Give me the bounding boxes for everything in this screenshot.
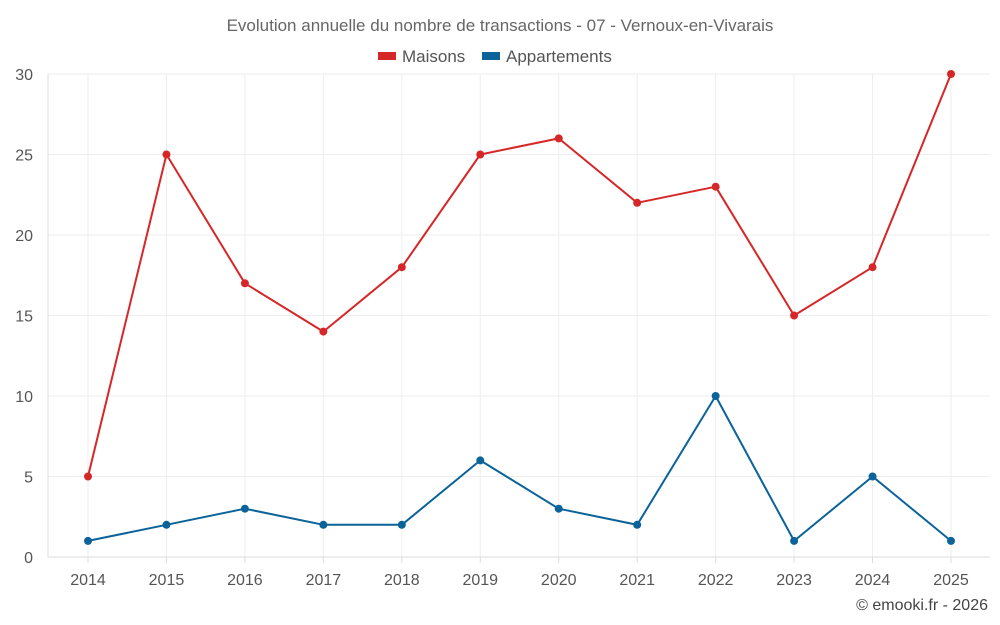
series-maisons bbox=[84, 70, 955, 481]
point-appartements-2015 bbox=[162, 520, 171, 529]
point-maisons-2020 bbox=[554, 134, 563, 143]
y-tick-label-5: 5 bbox=[24, 470, 33, 487]
x-tick-label-2020: 2020 bbox=[541, 572, 577, 589]
series-layer bbox=[84, 70, 955, 545]
point-maisons-2015 bbox=[162, 150, 171, 159]
legend-swatch-appartements bbox=[482, 52, 500, 60]
x-tick-label-2015: 2015 bbox=[149, 572, 185, 589]
point-maisons-2016 bbox=[240, 279, 249, 288]
x-tick-label-2022: 2022 bbox=[698, 572, 734, 589]
x-tick-label-2019: 2019 bbox=[462, 572, 498, 589]
point-maisons-2019 bbox=[476, 150, 485, 159]
x-tick-label-2023: 2023 bbox=[776, 572, 812, 589]
legend-item-maisons: Maisons bbox=[378, 47, 465, 66]
y-tick-label-20: 20 bbox=[15, 228, 33, 245]
x-tick-label-2017: 2017 bbox=[306, 572, 342, 589]
x-tick-label-2018: 2018 bbox=[384, 572, 420, 589]
point-appartements-2020 bbox=[554, 504, 563, 513]
point-appartements-2023 bbox=[790, 536, 799, 545]
point-maisons-2022 bbox=[711, 182, 720, 191]
point-appartements-2016 bbox=[240, 504, 249, 513]
point-maisons-2024 bbox=[868, 263, 877, 272]
point-appartements-2025 bbox=[947, 536, 955, 545]
credit-text: © emooki.fr - 2026 bbox=[856, 597, 988, 614]
legend-item-appartements: Appartements bbox=[482, 47, 612, 66]
y-tick-label-30: 30 bbox=[15, 67, 33, 84]
y-tick-label-25: 25 bbox=[15, 148, 33, 165]
point-appartements-2018 bbox=[397, 520, 406, 529]
point-appartements-2014 bbox=[84, 536, 92, 545]
point-appartements-2017 bbox=[319, 520, 328, 529]
y-tick-label-10: 10 bbox=[15, 389, 33, 406]
point-appartements-2024 bbox=[868, 472, 877, 481]
point-maisons-2023 bbox=[790, 311, 799, 320]
x-tick-label-2014: 2014 bbox=[70, 572, 106, 589]
point-maisons-2014 bbox=[84, 472, 92, 481]
legend-swatch-maisons bbox=[378, 52, 396, 60]
point-appartements-2019 bbox=[476, 456, 485, 465]
x-tick-label-2021: 2021 bbox=[619, 572, 655, 589]
point-maisons-2017 bbox=[319, 327, 328, 336]
series-line-maisons bbox=[87, 73, 952, 477]
legend-label-maisons: Maisons bbox=[402, 47, 465, 66]
point-appartements-2022 bbox=[711, 392, 720, 400]
x-tick-label-2025: 2025 bbox=[933, 572, 969, 589]
legend: Maisons Appartements bbox=[378, 47, 612, 66]
chart-title: Evolution annuelle du nombre de transact… bbox=[227, 16, 774, 35]
point-maisons-2025 bbox=[947, 70, 955, 78]
legend-label-appartements: Appartements bbox=[506, 47, 612, 66]
series-line-appartements bbox=[87, 395, 952, 542]
point-appartements-2021 bbox=[633, 520, 642, 529]
y-tick-label-15: 15 bbox=[15, 309, 33, 326]
point-maisons-2018 bbox=[397, 263, 406, 272]
series-appartements bbox=[84, 392, 955, 545]
x-tick-label-2016: 2016 bbox=[227, 572, 263, 589]
x-tick-label-2024: 2024 bbox=[855, 572, 891, 589]
point-maisons-2021 bbox=[633, 198, 642, 207]
y-tick-label-0: 0 bbox=[24, 550, 33, 567]
